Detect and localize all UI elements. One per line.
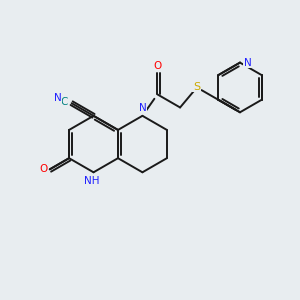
- Text: N: N: [139, 103, 146, 113]
- Text: O: O: [39, 164, 47, 174]
- Text: N: N: [244, 58, 251, 68]
- Text: N: N: [53, 93, 61, 103]
- Text: NH: NH: [84, 176, 100, 186]
- Text: C: C: [61, 97, 68, 107]
- Text: S: S: [193, 82, 200, 92]
- Text: O: O: [153, 61, 162, 71]
